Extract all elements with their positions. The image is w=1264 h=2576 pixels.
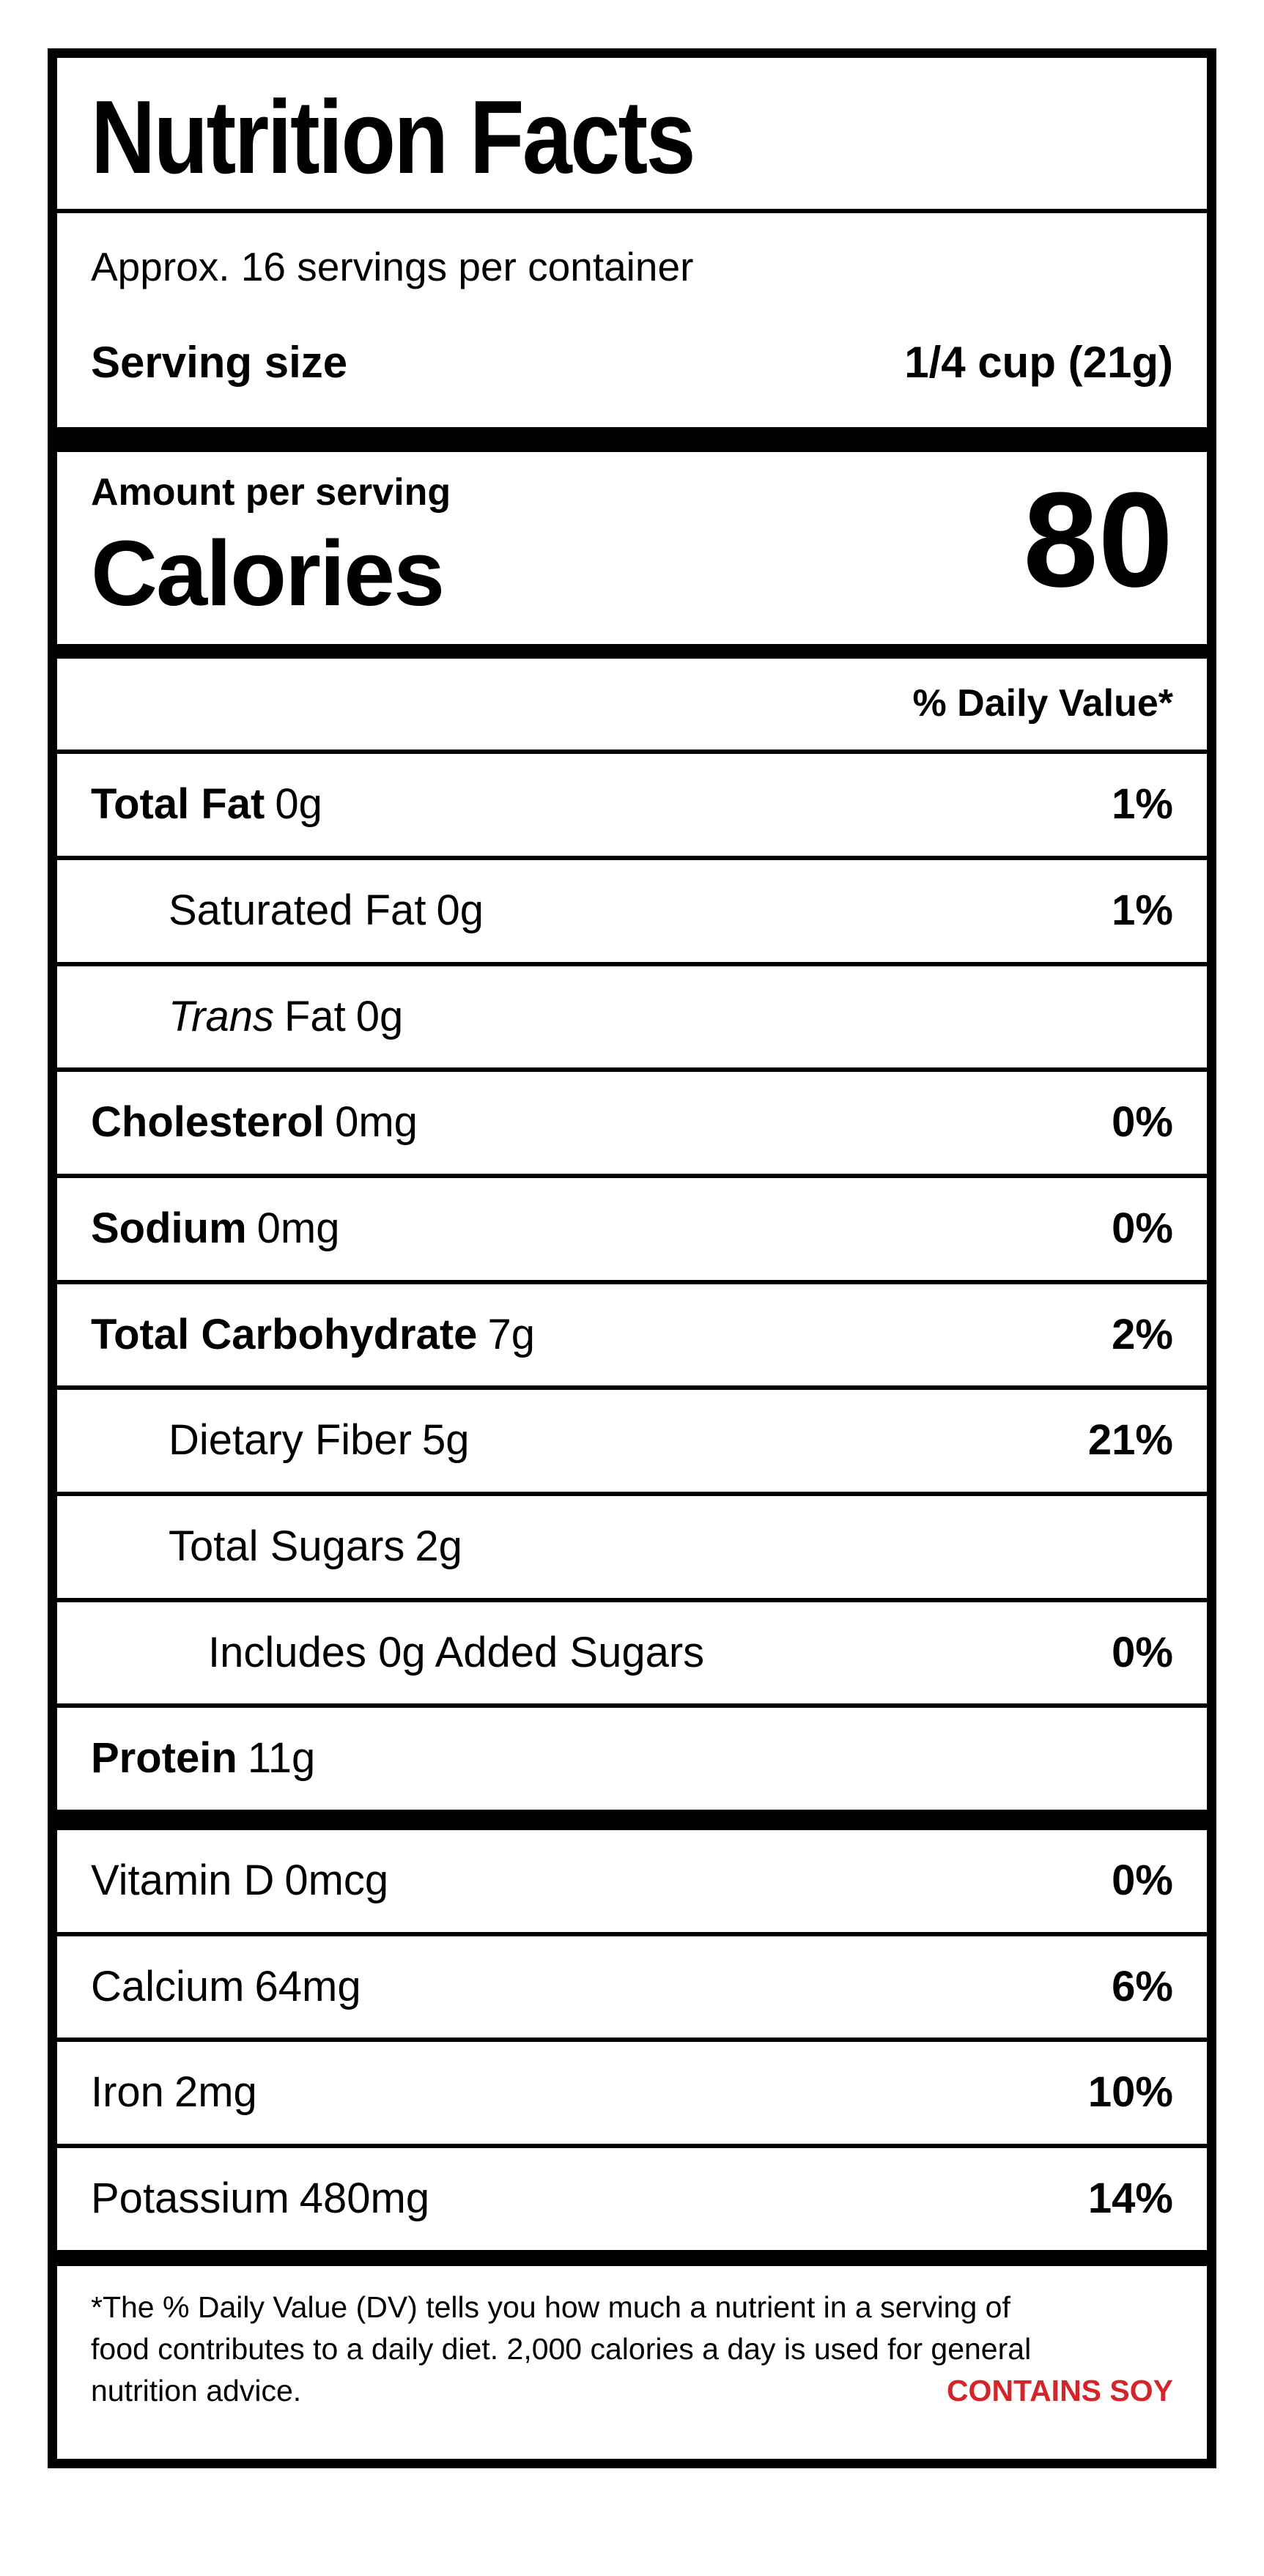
nutrient-row-added-sugars: Includes 0g Added Sugars 0% [57,1597,1207,1704]
nutrient-row-cholesterol: Cholesterol 0mg 0% [57,1067,1207,1174]
vitamin-name: Potassium 480mg [91,2175,430,2223]
nutrient-name: Total Sugars 2g [169,1522,462,1570]
nutrient-name: Sodium 0mg [91,1204,340,1252]
nutrient-name: Total Fat 0g [91,780,322,829]
vitamin-row-iron: Iron 2mg 10% [57,2038,1207,2144]
nutrient-dv: 0% [1112,1098,1173,1147]
medium-divider [57,2249,1207,2266]
daily-value-header: % Daily Value* [912,682,1173,725]
nutrient-rows: Total Fat 0g 1% Saturated Fat 0g 1% Trans F… [57,750,1207,1810]
servings-per-container: Approx. 16 servings per container [91,244,694,289]
nutrient-row-trans-fat: Trans Fat 0g [57,961,1207,1068]
footnote-line: food contributes to a daily diet. 2,000 … [91,2331,1032,2366]
nutrient-row-total-carbohydrate: Total Carbohydrate 7g 2% [57,1279,1207,1386]
nutrient-name: Dietary Fiber 5g [169,1416,470,1465]
vitamin-mineral-rows: Vitamin D 0mcg 0% Calcium 64mg 6% Iron 2mg … [57,1830,1207,2250]
nutrient-name: Cholesterol 0mg [91,1098,418,1147]
nutrient-dv: 21% [1087,1416,1173,1465]
nutrition-facts-label: Nutrition Facts Approx. 16 servings per … [48,48,1216,2468]
amount-per-serving-label: Amount per serving [91,471,451,514]
nutrient-name: Total Carbohydrate 7g [91,1310,535,1358]
nutrient-dv: 0% [1112,1628,1173,1676]
footnote-line: *The % Daily Value (DV) tells you how mu… [91,2290,1010,2324]
vitamin-dv: 0% [1112,1857,1173,1905]
nutrient-name: Saturated Fat 0g [169,886,484,934]
nutrient-row-total-sugars: Total Sugars 2g [57,1491,1207,1598]
vitamin-name: Calcium 64mg [91,1962,361,2010]
nutrient-dv: 1% [1112,886,1173,934]
nutrient-row-protein: Protein 11g [57,1703,1207,1810]
nutrient-row-sodium: Sodium 0mg 0% [57,1173,1207,1280]
medium-divider [57,644,1207,659]
serving-size-label: Serving size [91,338,348,388]
nutrient-dv: 2% [1112,1310,1173,1358]
serving-size-value: 1/4 cup (21g) [904,338,1173,388]
nutrient-name: Trans Fat 0g [169,992,404,1040]
nutrient-dv: 0% [1112,1204,1173,1252]
vitamin-row-calcium: Calcium 64mg 6% [57,1931,1207,2038]
vitamin-dv: 14% [1087,2175,1173,2223]
nutrient-name: Protein 11g [91,1734,316,1783]
thick-divider [57,427,1207,453]
calories-label: Calories [91,522,445,626]
vitamin-dv: 6% [1112,1962,1173,2010]
calories-value: 80 [1023,463,1173,615]
calories-section: Amount per serving Calories 80 [57,452,1207,644]
thick-divider [57,1810,1207,1831]
page-title: Nutrition Facts [91,79,696,196]
vitamin-row-potassium: Potassium 480mg 14% [57,2144,1207,2250]
vitamin-name: Vitamin D 0mcg [91,1857,389,1905]
servings-section: Approx. 16 servings per container Servin… [57,213,1207,427]
vitamin-dv: 10% [1087,2068,1173,2117]
nutrient-name: Includes 0g Added Sugars [208,1628,705,1676]
vitamin-name: Iron 2mg [91,2068,257,2117]
vitamin-row-vitamin-d: Vitamin D 0mcg 0% [57,1830,1207,1932]
footnote-line: nutrition advice. [91,2373,302,2407]
footnote-section: *The % Daily Value (DV) tells you how mu… [57,2266,1207,2459]
allergen-statement: CONTAINS SOY [946,2373,1173,2407]
footnote-last-line: nutrition advice. CONTAINS SOY [91,2370,1173,2412]
nutrient-row-saturated-fat: Saturated Fat 0g 1% [57,855,1207,962]
calories-left: Amount per serving Calories [91,471,451,622]
nutrient-row-dietary-fiber: Dietary Fiber 5g 21% [57,1385,1207,1492]
serving-size-row: Serving size 1/4 cup (21g) [91,337,1173,388]
nutrient-row-total-fat: Total Fat 0g 1% [57,750,1207,856]
title-section: Nutrition Facts [57,58,1207,213]
nutrient-dv: 1% [1112,780,1173,829]
